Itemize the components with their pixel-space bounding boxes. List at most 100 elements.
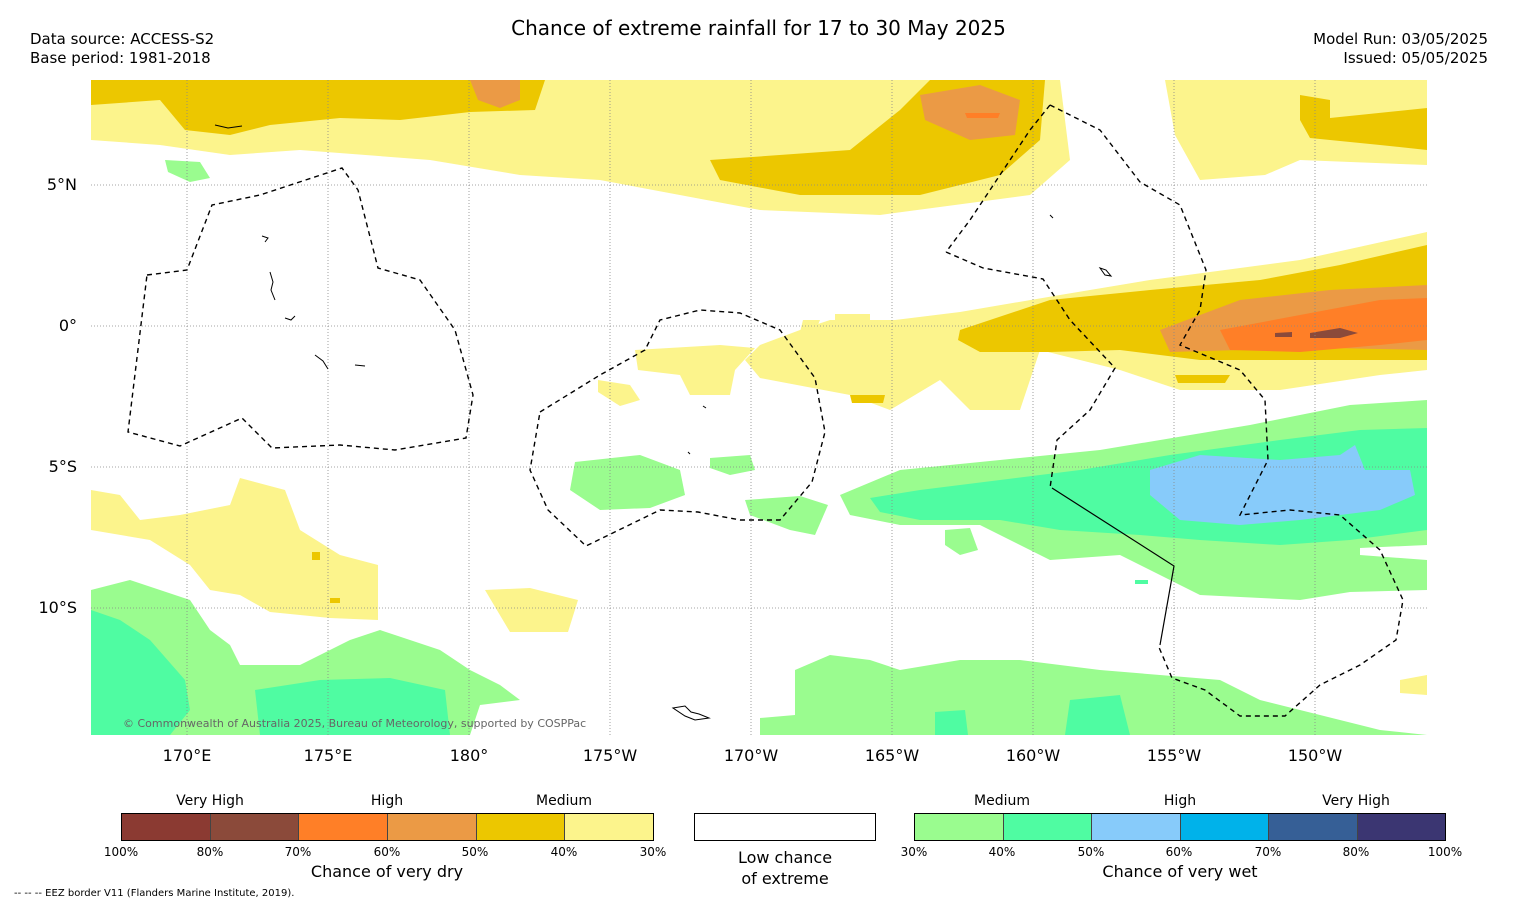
dry-swatch-1 xyxy=(209,814,299,840)
dry-50-40-spot-4 xyxy=(330,598,340,603)
dry-tick-30: 30% xyxy=(639,845,667,859)
dry-70-60-equatorial xyxy=(1220,298,1427,352)
wet-swatch-5 xyxy=(1356,814,1445,840)
eez-kiribati-line xyxy=(1049,104,1404,717)
dry-tick-100: 100% xyxy=(103,845,139,859)
dry-40-30-patch-2 xyxy=(598,380,640,406)
dry-40-30-patch-1 xyxy=(635,345,755,395)
dry-tick-70: 70% xyxy=(284,845,312,859)
eez-north-segment xyxy=(945,104,1051,253)
dry-80-70-equatorial-core xyxy=(1310,328,1358,338)
wet-swatch-0 xyxy=(915,814,1003,840)
dry-legend-very-high: Very High xyxy=(176,793,244,809)
lon-label-175e: 175°E xyxy=(303,746,353,765)
dry-swatch-2 xyxy=(298,814,388,840)
lon-label-155w: 155°W xyxy=(1146,746,1202,765)
wet-swatch-1 xyxy=(1002,814,1091,840)
lon-label-175w: 175°W xyxy=(582,746,638,765)
eez-phoenix-line xyxy=(945,251,1116,489)
wet-swatch-3 xyxy=(1179,814,1268,840)
wet-40-50-south-patch xyxy=(255,678,450,735)
lon-label-160w: 160°W xyxy=(1005,746,1061,765)
lat-label-5s: 5°S xyxy=(48,457,77,476)
wet-40-50-south-belt-spot xyxy=(935,710,968,735)
dry-swatch-4 xyxy=(475,814,565,840)
issued-date: Issued: 05/05/2025 xyxy=(1343,49,1488,67)
dry-tick-60: 60% xyxy=(373,845,401,859)
dry-60-50-north-orange xyxy=(470,80,520,108)
dry-50-40-spot-3 xyxy=(312,552,320,560)
eez-footnote: -- -- -- EEZ border V11 (Flanders Marine… xyxy=(14,888,295,899)
lon-label-180: 180° xyxy=(449,746,489,765)
dry-swatch-3 xyxy=(387,814,476,840)
wet-swatch-2 xyxy=(1091,814,1180,840)
dry-40-30-north-east xyxy=(1165,80,1427,180)
low-chance-swatch xyxy=(694,813,876,841)
wet-40-50-southwest xyxy=(91,610,190,735)
dry-40-30-southeast-corner xyxy=(1400,675,1427,695)
dry-40-30-south-center xyxy=(485,588,578,632)
lon-label-165w: 165°W xyxy=(864,746,920,765)
boundary-line xyxy=(1051,487,1175,646)
dry-legend-title: Chance of very dry xyxy=(310,862,464,881)
dry-60-50-north-orange-2 xyxy=(920,85,1020,140)
copyright-text: © Commonwealth of Australia 2025, Bureau… xyxy=(123,717,586,730)
dry-tick-80: 80% xyxy=(196,845,224,859)
wet-tick-80: 80% xyxy=(1342,845,1370,859)
wet-swatch-4 xyxy=(1268,814,1357,840)
base-period: Base period: 1981-2018 xyxy=(30,49,211,67)
dry-tick-40: 40% xyxy=(550,845,578,859)
page-title: Chance of extreme rainfall for 17 to 30 … xyxy=(511,16,1006,40)
dry-50-40-north-east xyxy=(1300,95,1427,150)
wet-tick-70: 70% xyxy=(1254,845,1282,859)
dry-legend-high: High xyxy=(370,793,404,809)
eez-borders xyxy=(127,104,1404,717)
wet-30-40-spot-2 xyxy=(745,496,828,535)
lat-label-10s: 10°S xyxy=(38,598,77,617)
wet-30-40-southeast-white-gap xyxy=(1360,545,1427,560)
wet-tick-50: 50% xyxy=(1077,845,1105,859)
wet-40-50-south-belt-spot-2 xyxy=(1065,695,1130,735)
model-run: Model Run: 03/05/2025 xyxy=(1313,30,1488,48)
wet-40-50-small xyxy=(1135,580,1148,584)
wet-legend-medium: Medium xyxy=(974,793,1030,809)
dry-50-40-spot xyxy=(1175,375,1230,383)
wet-30-40-spot-3 xyxy=(945,528,978,555)
islands xyxy=(214,124,1113,721)
wet-30-40-northwest-spot xyxy=(165,160,210,182)
wet-colorbar xyxy=(914,813,1446,841)
dry-tick-50: 50% xyxy=(461,845,489,859)
dry-70-60-north-spot xyxy=(965,113,1000,118)
dry-40-30-patch-4 xyxy=(800,320,820,332)
lat-label-0: 0° xyxy=(58,316,77,335)
lon-label-170e: 170°E xyxy=(162,746,212,765)
lon-label-170w: 170°W xyxy=(723,746,779,765)
dry-50-40-spot-2 xyxy=(850,395,885,403)
wet-legend-very-high: Very High xyxy=(1322,793,1390,809)
low-chance-line1: Low chance xyxy=(737,848,833,867)
wet-tick-30: 30% xyxy=(900,845,928,859)
dry-swatch-0 xyxy=(122,814,210,840)
dry-40-30-patch-3 xyxy=(835,314,870,322)
wet-tick-100: 100% xyxy=(1427,845,1463,859)
lat-label-5n: 5°N xyxy=(46,175,77,194)
grid-lines xyxy=(91,80,1427,735)
wet-50-60-southeast xyxy=(1150,445,1415,525)
dry-colorbar xyxy=(121,813,654,841)
data-source: Data source: ACCESS-S2 xyxy=(30,30,215,48)
low-chance-line2: of extreme xyxy=(741,869,829,888)
dry-legend-medium: Medium xyxy=(536,793,592,809)
dry-40-30-southwest xyxy=(91,478,378,620)
wet-30-40-spot xyxy=(710,455,755,475)
wet-30-40-small xyxy=(760,715,796,735)
dry-50-40-north-west xyxy=(91,80,545,135)
wet-tick-60: 60% xyxy=(1165,845,1193,859)
lon-label-150w: 150°W xyxy=(1287,746,1343,765)
wet-legend-high: High xyxy=(1163,793,1197,809)
dry-80-70-equatorial-small xyxy=(1275,332,1292,337)
dry-swatch-5 xyxy=(564,814,654,840)
wet-legend-title: Chance of very wet xyxy=(1102,862,1258,881)
wet-tick-40: 40% xyxy=(988,845,1016,859)
wet-30-40-south-central xyxy=(570,455,685,510)
